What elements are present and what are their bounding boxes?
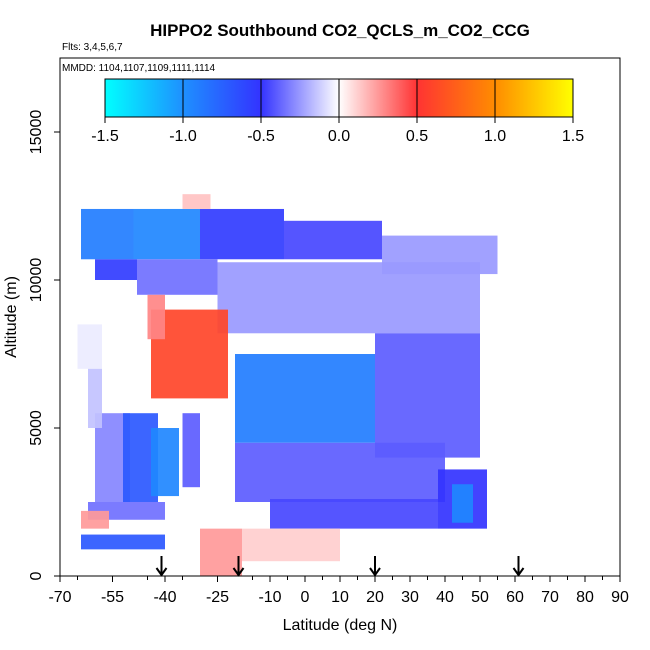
heatmap-cell (270, 499, 438, 529)
heatmap-cell (452, 484, 473, 523)
heatmap-cell (81, 534, 165, 550)
plot-frame (59, 57, 621, 577)
colorbar-tick-label: 0.5 (406, 128, 428, 145)
x-tick-label: 10 (331, 589, 349, 606)
y-tick-label: 5000 (28, 410, 45, 446)
heatmap-cell (81, 510, 109, 529)
heatmap-cell (235, 442, 445, 502)
colorbar-tick-label: -1.0 (169, 128, 197, 145)
x-tick-label: 80 (576, 589, 594, 606)
arrow-head (155, 567, 168, 577)
x-tick-label: -10 (258, 589, 281, 606)
heatmap-cell (147, 294, 165, 340)
flights-label: Flts: 3,4,5,6,7 (62, 42, 123, 53)
heatmap-cell (182, 194, 211, 209)
colorbar: -1.5 -1.0 -0.5 0.0 0.5 1.0 1.5 (91, 78, 584, 145)
x-tick-label: -40 (153, 589, 176, 606)
x-tick-label: 30 (401, 589, 419, 606)
heatmap-cell (88, 368, 102, 428)
axes: -70 -55 -40 -25 -10 0 10 20 30 40 50 60 70 80 90 0 5000 1… (28, 110, 629, 606)
heatmap-cell (284, 220, 382, 260)
x-tick-label: 0 (301, 589, 310, 606)
y-tick-label: 0 (28, 571, 45, 580)
heatmap-layer (77, 194, 498, 576)
x-tick-label: 60 (506, 589, 524, 606)
x-tick-label: 50 (471, 589, 489, 606)
heatmap-cell (235, 354, 375, 443)
arrow-head (512, 567, 525, 577)
heatmap-cell (217, 262, 480, 334)
y-axis-label: Altitude (m) (3, 276, 20, 358)
colorbar-tick-label: 1.0 (484, 128, 506, 145)
heatmap-cell (77, 324, 102, 369)
heatmap-cell (95, 259, 137, 280)
x-tick-label: 90 (611, 589, 629, 606)
heatmap-cell (242, 528, 340, 562)
heatmap-cell (200, 528, 242, 576)
colorbar-tick-label: 1.5 (562, 128, 584, 145)
heatmap-cell (375, 333, 480, 458)
arrow-head (232, 567, 245, 577)
chart-title: HIPPO2 Southbound CO2_QCLS_m_CO2_CCG (150, 21, 530, 40)
x-axis-label: Latitude (deg N) (283, 617, 398, 634)
y-tick-label: 15000 (28, 110, 45, 155)
colorbar-tick-label: -1.5 (91, 128, 119, 145)
heatmap-cell (182, 413, 200, 488)
heatmap-cell (137, 259, 218, 295)
heatmap-cell (81, 208, 134, 260)
latitude-arrows (155, 556, 525, 577)
x-tick-label: -55 (101, 589, 124, 606)
mmdd-label: MMDD: 1104,1107,1109,1111,1114 (62, 63, 216, 74)
colorbar-tick-label: 0.0 (328, 128, 350, 145)
x-tick-label: 40 (436, 589, 454, 606)
x-tick-label: -70 (48, 589, 71, 606)
colorbar-tick-label: -0.5 (247, 128, 275, 145)
y-tick-label: 10000 (28, 258, 45, 303)
x-tick-label: -25 (206, 589, 229, 606)
arrow-head (369, 567, 381, 577)
heatmap-cell (200, 208, 284, 260)
heatmap-cell (151, 428, 179, 497)
x-tick-label: 70 (541, 589, 559, 606)
x-tick-label: 20 (366, 589, 384, 606)
heatmap-cell (133, 208, 200, 260)
